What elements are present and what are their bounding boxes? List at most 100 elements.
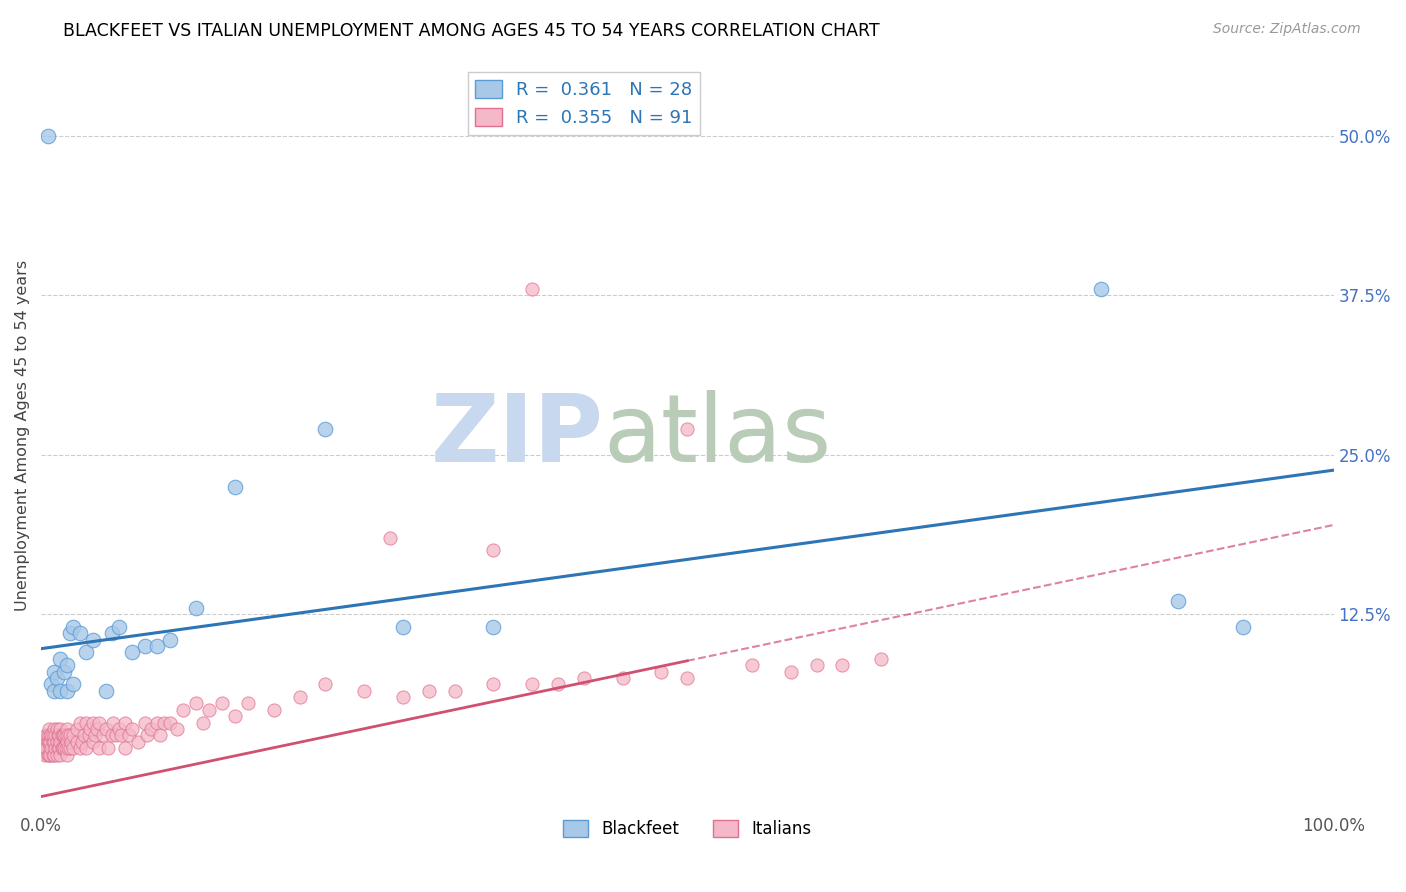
Legend: Blackfeet, Italians: Blackfeet, Italians	[557, 814, 818, 845]
Point	[806, 658, 828, 673]
Point	[522, 677, 544, 691]
Point	[191, 715, 214, 730]
Point	[49, 683, 72, 698]
Point	[51, 728, 73, 742]
Point	[101, 626, 124, 640]
Point	[1090, 282, 1112, 296]
Point	[38, 747, 60, 762]
Point	[870, 652, 893, 666]
Point	[34, 747, 56, 762]
Point	[66, 722, 89, 736]
Point	[37, 129, 59, 144]
Point	[59, 735, 82, 749]
Point	[118, 728, 141, 742]
Point	[159, 632, 181, 647]
Point	[79, 722, 101, 736]
Point	[52, 741, 75, 756]
Point	[86, 722, 108, 736]
Point	[37, 747, 59, 762]
Point	[53, 728, 76, 742]
Point	[42, 728, 65, 742]
Point	[49, 747, 72, 762]
Point	[482, 620, 505, 634]
Point	[82, 715, 104, 730]
Point	[58, 741, 80, 756]
Point	[224, 709, 246, 723]
Point	[139, 722, 162, 736]
Point	[34, 735, 56, 749]
Point	[58, 741, 80, 756]
Point	[39, 735, 62, 749]
Point	[186, 697, 208, 711]
Point	[89, 715, 111, 730]
Point	[89, 741, 111, 756]
Point	[39, 747, 62, 762]
Point	[46, 728, 69, 742]
Point	[166, 722, 188, 736]
Point	[42, 747, 65, 762]
Point	[107, 620, 129, 634]
Point	[676, 422, 699, 436]
Point	[37, 728, 59, 742]
Point	[1232, 620, 1254, 634]
Point	[66, 735, 89, 749]
Point	[45, 747, 67, 762]
Point	[1167, 594, 1189, 608]
Point	[314, 422, 336, 436]
Point	[45, 735, 67, 749]
Point	[224, 480, 246, 494]
Point	[103, 715, 125, 730]
Point	[42, 735, 65, 749]
Point	[38, 722, 60, 736]
Point	[58, 626, 80, 640]
Point	[41, 728, 63, 742]
Point	[482, 543, 505, 558]
Point	[650, 665, 672, 679]
Point	[392, 690, 415, 705]
Point	[114, 715, 136, 730]
Point	[55, 741, 77, 756]
Point	[42, 747, 65, 762]
Point	[134, 639, 156, 653]
Point	[392, 620, 415, 634]
Point	[314, 677, 336, 691]
Point	[62, 741, 84, 756]
Point	[53, 741, 76, 756]
Point	[58, 728, 80, 742]
Point	[35, 728, 58, 742]
Point	[75, 741, 97, 756]
Point	[94, 722, 117, 736]
Point	[48, 741, 70, 756]
Point	[41, 677, 63, 691]
Point	[107, 722, 129, 736]
Point	[75, 645, 97, 659]
Point	[48, 728, 70, 742]
Point	[44, 728, 66, 742]
Point	[121, 645, 143, 659]
Point	[288, 690, 311, 705]
Point	[45, 671, 67, 685]
Point	[101, 728, 124, 742]
Point	[58, 728, 80, 742]
Point	[612, 671, 634, 685]
Point	[75, 715, 97, 730]
Point	[53, 665, 76, 679]
Point	[418, 683, 440, 698]
Point	[56, 747, 79, 762]
Point	[55, 728, 77, 742]
Point	[41, 741, 63, 756]
Point	[72, 735, 94, 749]
Point	[134, 715, 156, 730]
Point	[42, 683, 65, 698]
Point	[44, 741, 66, 756]
Point	[56, 735, 79, 749]
Point	[127, 735, 149, 749]
Point	[49, 652, 72, 666]
Point	[45, 722, 67, 736]
Point	[91, 728, 114, 742]
Point	[32, 741, 55, 756]
Point	[97, 741, 120, 756]
Point	[159, 715, 181, 730]
Point	[547, 677, 569, 691]
Point	[82, 735, 104, 749]
